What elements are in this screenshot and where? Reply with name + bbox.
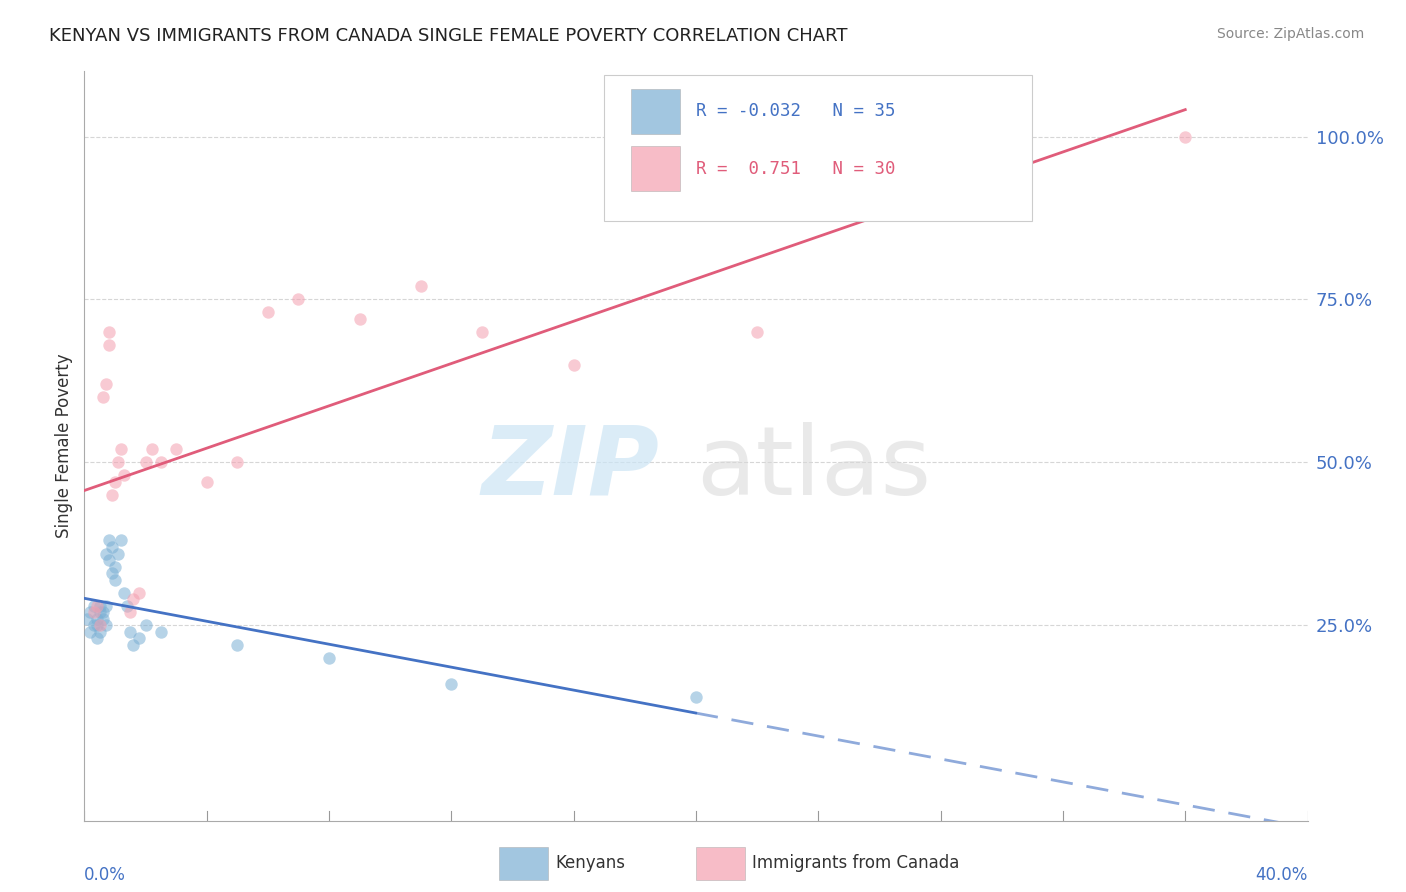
Point — [409, 279, 432, 293]
Point — [110, 442, 132, 457]
Point — [226, 638, 249, 652]
Point — [135, 618, 157, 632]
Point — [94, 599, 117, 613]
Point — [135, 455, 157, 469]
FancyBboxPatch shape — [631, 88, 681, 134]
Point — [97, 533, 120, 548]
Point — [83, 605, 105, 619]
Point — [101, 540, 124, 554]
Point — [226, 455, 249, 469]
Point — [685, 690, 707, 704]
Point — [440, 677, 463, 691]
Point — [120, 605, 142, 619]
Point — [141, 442, 163, 457]
Point — [83, 599, 105, 613]
Point — [960, 162, 983, 177]
Text: 0.0%: 0.0% — [84, 866, 127, 884]
Point — [165, 442, 187, 457]
Point — [89, 624, 111, 639]
Point — [79, 605, 101, 619]
Point — [107, 455, 129, 469]
Point — [97, 338, 120, 352]
Point — [349, 312, 371, 326]
Point — [76, 612, 98, 626]
Point — [318, 650, 340, 665]
Point — [94, 377, 117, 392]
Text: atlas: atlas — [696, 422, 931, 515]
Point — [97, 553, 120, 567]
Point — [94, 547, 117, 561]
Point — [83, 618, 105, 632]
Point — [107, 547, 129, 561]
Text: Kenyans: Kenyans — [555, 855, 626, 872]
Text: 40.0%: 40.0% — [1256, 866, 1308, 884]
Point — [89, 605, 111, 619]
Point — [128, 585, 150, 599]
Text: R =  0.751   N = 30: R = 0.751 N = 30 — [696, 160, 896, 178]
Point — [89, 618, 111, 632]
Point — [89, 599, 111, 613]
Point — [195, 475, 218, 489]
Point — [112, 585, 135, 599]
Text: Immigrants from Canada: Immigrants from Canada — [752, 855, 959, 872]
Point — [91, 390, 114, 404]
Text: ZIP: ZIP — [481, 422, 659, 515]
Point — [120, 624, 142, 639]
Point — [97, 325, 120, 339]
Point — [86, 599, 108, 613]
Point — [149, 624, 172, 639]
Point — [101, 488, 124, 502]
Point — [287, 293, 309, 307]
Point — [128, 631, 150, 645]
Point — [110, 533, 132, 548]
Point — [91, 612, 114, 626]
Point — [471, 325, 494, 339]
Point — [104, 573, 127, 587]
Point — [91, 605, 114, 619]
Point — [86, 631, 108, 645]
Point — [112, 468, 135, 483]
Point — [1174, 129, 1197, 144]
Point — [115, 599, 138, 613]
Point — [101, 566, 124, 580]
Text: KENYAN VS IMMIGRANTS FROM CANADA SINGLE FEMALE POVERTY CORRELATION CHART: KENYAN VS IMMIGRANTS FROM CANADA SINGLE … — [49, 27, 848, 45]
FancyBboxPatch shape — [605, 75, 1032, 221]
Text: Source: ZipAtlas.com: Source: ZipAtlas.com — [1216, 27, 1364, 41]
Point — [86, 612, 108, 626]
Text: R = -0.032   N = 35: R = -0.032 N = 35 — [696, 102, 896, 120]
Point — [94, 618, 117, 632]
Point — [122, 592, 145, 607]
Point — [104, 559, 127, 574]
Y-axis label: Single Female Poverty: Single Female Poverty — [55, 354, 73, 538]
FancyBboxPatch shape — [631, 146, 681, 191]
Point — [149, 455, 172, 469]
Point — [747, 325, 769, 339]
Point — [257, 305, 280, 319]
Point — [104, 475, 127, 489]
Point — [122, 638, 145, 652]
Point — [86, 618, 108, 632]
Point — [79, 624, 101, 639]
Point — [562, 358, 585, 372]
